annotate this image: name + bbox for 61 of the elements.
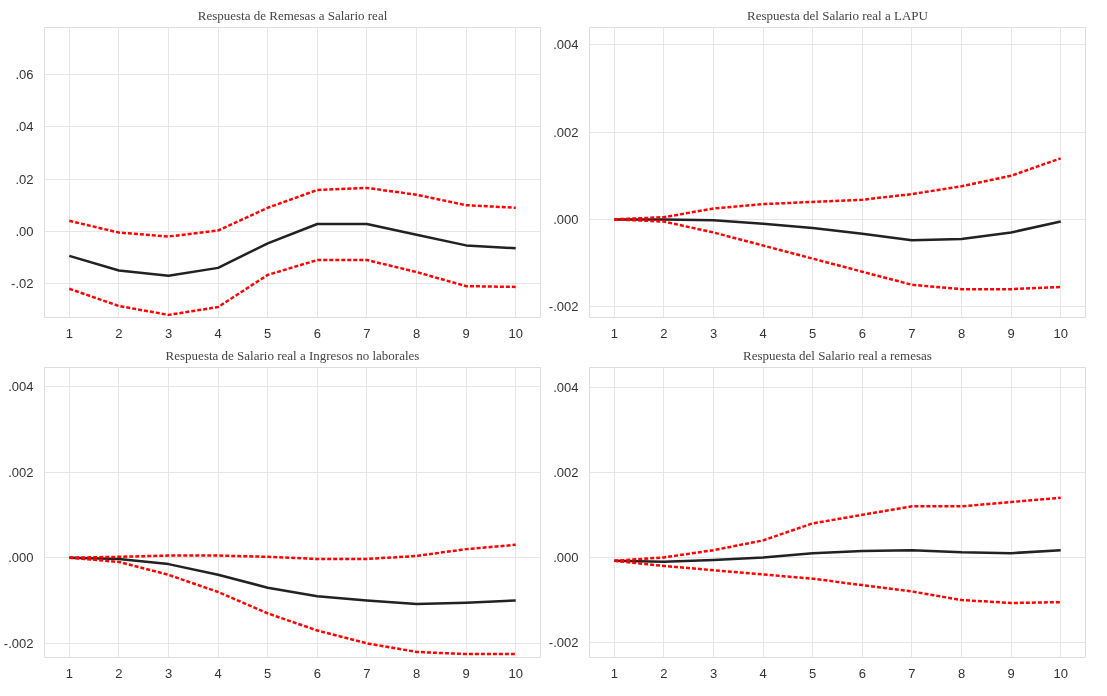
- x-tick-label: 9: [1007, 665, 1015, 681]
- x-tick-label: 1: [610, 665, 618, 681]
- x-tick-label: 6: [313, 325, 321, 341]
- y-tick-label: .02: [15, 171, 34, 187]
- x-tick-label: 10: [1053, 665, 1068, 681]
- x-tick-label: 5: [809, 325, 817, 341]
- x-tick-label: 3: [164, 665, 173, 681]
- y-tick-label: .000: [553, 549, 579, 565]
- x-tick-label: 6: [313, 665, 321, 681]
- x-tick-label: 4: [759, 665, 767, 681]
- y-tick-label: .004: [553, 379, 579, 395]
- y-tick-label: .004: [553, 37, 579, 53]
- x-tick-label: 7: [908, 325, 916, 341]
- chart-title: Respuesta del Salario real a remesas: [743, 347, 932, 363]
- x-tick-label: 7: [363, 325, 371, 341]
- y-tick-label: .04: [15, 119, 34, 135]
- x-tick-label: 7: [363, 665, 371, 681]
- y-tick-label: .004: [8, 378, 34, 394]
- y-tick-label: .002: [553, 124, 579, 140]
- x-tick-label: 3: [709, 665, 718, 681]
- y-tick-label: -.002: [548, 299, 579, 315]
- x-tick-label: 4: [759, 325, 767, 341]
- chart-title: Respuesta de Remesas a Salario real: [197, 7, 388, 23]
- x-tick-label: 5: [264, 665, 272, 681]
- x-tick-label: 4: [214, 325, 222, 341]
- x-tick-label: 8: [412, 665, 421, 681]
- x-tick-label: 9: [462, 325, 470, 341]
- x-tick-label: 10: [508, 325, 523, 341]
- y-tick-label: -.002: [548, 635, 579, 651]
- x-tick-label: 7: [908, 665, 916, 681]
- chart-title: Respuesta de Salario real a Ingresos no laborales: [165, 347, 420, 363]
- x-tick-label: 2: [660, 325, 668, 341]
- chart-title: Respuesta del Salario real a LAPU: [747, 7, 929, 23]
- y-tick-label: .002: [8, 464, 34, 480]
- x-tick-label: 4: [214, 665, 222, 681]
- x-tick-label: 2: [115, 325, 123, 341]
- x-tick-label: 8: [957, 665, 966, 681]
- x-tick-label: 6: [858, 325, 866, 341]
- y-tick-label: .06: [15, 67, 34, 83]
- x-tick-label: 9: [462, 665, 470, 681]
- x-tick-label: 10: [1053, 325, 1068, 341]
- y-tick-label: -.002: [3, 635, 34, 651]
- x-tick-label: 8: [957, 325, 966, 341]
- y-tick-label: -.02: [11, 276, 34, 292]
- x-tick-label: 1: [610, 325, 618, 341]
- x-tick-label: 10: [508, 665, 523, 681]
- x-tick-label: 5: [809, 665, 817, 681]
- y-tick-label: .00: [15, 223, 34, 239]
- x-tick-label: 2: [660, 665, 668, 681]
- x-tick-label: 1: [65, 665, 73, 681]
- y-tick-label: .000: [8, 550, 34, 566]
- x-tick-label: 6: [858, 665, 866, 681]
- x-tick-label: 2: [115, 665, 123, 681]
- y-tick-label: .002: [553, 464, 579, 480]
- x-tick-label: 3: [709, 325, 718, 341]
- x-tick-label: 9: [1007, 325, 1015, 341]
- x-tick-label: 3: [164, 325, 173, 341]
- x-tick-label: 1: [65, 325, 73, 341]
- y-tick-label: .000: [553, 211, 579, 227]
- x-tick-label: 8: [412, 325, 421, 341]
- x-tick-label: 5: [264, 325, 272, 341]
